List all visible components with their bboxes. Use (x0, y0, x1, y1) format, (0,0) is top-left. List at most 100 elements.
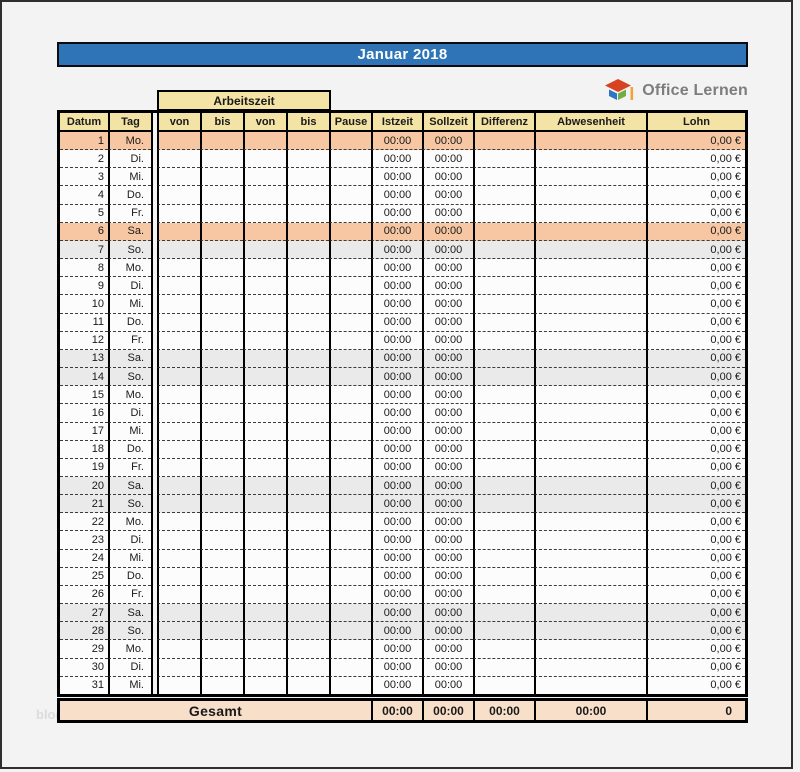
von1-cell[interactable] (157, 622, 200, 641)
sollzeit-cell[interactable]: 00:00 (422, 422, 473, 441)
von2-cell[interactable] (243, 204, 286, 223)
abwesenheit-cell[interactable] (534, 440, 646, 459)
von2-cell[interactable] (243, 295, 286, 314)
bis1-cell[interactable] (200, 186, 243, 205)
bis1-cell[interactable] (200, 368, 243, 387)
differenz-cell[interactable] (473, 168, 534, 187)
tag-cell[interactable]: Sa. (108, 349, 151, 369)
von1-cell[interactable] (157, 458, 200, 477)
tag-cell[interactable]: Do. (108, 567, 151, 586)
lohn-cell[interactable]: 0,00 € (646, 240, 745, 260)
abwesenheit-cell[interactable] (534, 422, 646, 441)
differenz-cell[interactable] (473, 531, 534, 550)
sollzeit-cell[interactable]: 00:00 (422, 622, 473, 641)
istzeit-cell[interactable]: 00:00 (371, 549, 422, 568)
pause-cell[interactable] (329, 313, 371, 332)
bis2-cell[interactable] (286, 495, 329, 514)
von2-cell[interactable] (243, 186, 286, 205)
datum-cell[interactable]: 11 (60, 313, 108, 332)
von1-cell[interactable] (157, 132, 200, 151)
pause-cell[interactable] (329, 349, 371, 369)
tag-cell[interactable]: Mi. (108, 168, 151, 187)
bis1-cell[interactable] (200, 531, 243, 550)
bis2-cell[interactable] (286, 277, 329, 296)
von2-cell[interactable] (243, 531, 286, 550)
tag-cell[interactable]: Do. (108, 440, 151, 459)
bis2-cell[interactable] (286, 513, 329, 532)
abwesenheit-cell[interactable] (534, 604, 646, 623)
total-sollzeit-cell[interactable]: 00:00 (422, 701, 473, 720)
sollzeit-cell[interactable]: 00:00 (422, 368, 473, 387)
von1-cell[interactable] (157, 476, 200, 496)
lohn-cell[interactable]: 0,00 € (646, 295, 745, 314)
sollzeit-cell[interactable]: 00:00 (422, 186, 473, 205)
von2-cell[interactable] (243, 222, 286, 241)
bis1-cell[interactable] (200, 567, 243, 586)
differenz-cell[interactable] (473, 513, 534, 532)
datum-cell[interactable]: 6 (60, 222, 108, 241)
tag-cell[interactable]: Mo. (108, 259, 151, 278)
von1-cell[interactable] (157, 567, 200, 586)
differenz-cell[interactable] (473, 676, 534, 694)
datum-cell[interactable]: 12 (60, 331, 108, 350)
pause-cell[interactable] (329, 476, 371, 496)
differenz-cell[interactable] (473, 259, 534, 278)
bis2-cell[interactable] (286, 349, 329, 369)
von1-cell[interactable] (157, 440, 200, 459)
datum-cell[interactable]: 23 (60, 531, 108, 550)
von2-cell[interactable] (243, 386, 286, 405)
lohn-cell[interactable]: 0,00 € (646, 604, 745, 623)
lohn-cell[interactable]: 0,00 € (646, 476, 745, 496)
tag-cell[interactable]: Mi. (108, 676, 151, 694)
bis1-cell[interactable] (200, 259, 243, 278)
von1-cell[interactable] (157, 604, 200, 623)
von1-cell[interactable] (157, 386, 200, 405)
sollzeit-cell[interactable]: 00:00 (422, 640, 473, 659)
von2-cell[interactable] (243, 604, 286, 623)
total-istzeit-cell[interactable]: 00:00 (371, 701, 422, 720)
pause-cell[interactable] (329, 567, 371, 586)
istzeit-cell[interactable]: 00:00 (371, 150, 422, 169)
lohn-cell[interactable]: 0,00 € (646, 204, 745, 223)
abwesenheit-cell[interactable] (534, 240, 646, 260)
von2-cell[interactable] (243, 495, 286, 514)
von2-cell[interactable] (243, 240, 286, 260)
pause-cell[interactable] (329, 331, 371, 350)
lohn-cell[interactable]: 0,00 € (646, 440, 745, 459)
abwesenheit-cell[interactable] (534, 277, 646, 296)
istzeit-cell[interactable]: 00:00 (371, 368, 422, 387)
abwesenheit-cell[interactable] (534, 259, 646, 278)
von1-cell[interactable] (157, 640, 200, 659)
von1-cell[interactable] (157, 513, 200, 532)
istzeit-cell[interactable]: 00:00 (371, 313, 422, 332)
differenz-cell[interactable] (473, 476, 534, 496)
datum-cell[interactable]: 29 (60, 640, 108, 659)
differenz-cell[interactable] (473, 331, 534, 350)
datum-cell[interactable]: 8 (60, 259, 108, 278)
von1-cell[interactable] (157, 222, 200, 241)
datum-cell[interactable]: 7 (60, 240, 108, 260)
bis2-cell[interactable] (286, 386, 329, 405)
bis1-cell[interactable] (200, 476, 243, 496)
abwesenheit-cell[interactable] (534, 168, 646, 187)
pause-cell[interactable] (329, 495, 371, 514)
differenz-cell[interactable] (473, 240, 534, 260)
tag-cell[interactable]: Fr. (108, 331, 151, 350)
bis2-cell[interactable] (286, 476, 329, 496)
istzeit-cell[interactable]: 00:00 (371, 531, 422, 550)
lohn-cell[interactable]: 0,00 € (646, 404, 745, 423)
pause-cell[interactable] (329, 513, 371, 532)
sollzeit-cell[interactable]: 00:00 (422, 277, 473, 296)
bis1-cell[interactable] (200, 331, 243, 350)
lohn-cell[interactable]: 0,00 € (646, 549, 745, 568)
lohn-cell[interactable]: 0,00 € (646, 458, 745, 477)
differenz-cell[interactable] (473, 658, 534, 677)
bis2-cell[interactable] (286, 259, 329, 278)
abwesenheit-cell[interactable] (534, 368, 646, 387)
tag-cell[interactable]: Fr. (108, 204, 151, 223)
tag-cell[interactable]: Fr. (108, 458, 151, 477)
tag-cell[interactable]: Di. (108, 277, 151, 296)
von2-cell[interactable] (243, 150, 286, 169)
sollzeit-cell[interactable]: 00:00 (422, 440, 473, 459)
differenz-cell[interactable] (473, 186, 534, 205)
